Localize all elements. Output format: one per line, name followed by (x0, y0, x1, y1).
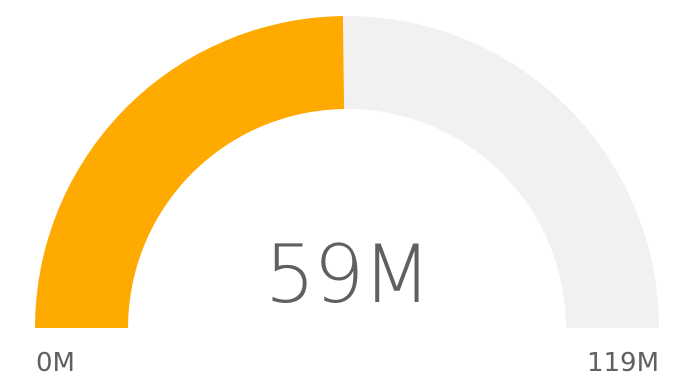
gauge-min-label: 0M (36, 348, 75, 378)
gauge-value-label: 59M (265, 228, 430, 321)
gauge-max-label: 119M (587, 348, 659, 378)
gauge-value-arc (35, 16, 345, 328)
